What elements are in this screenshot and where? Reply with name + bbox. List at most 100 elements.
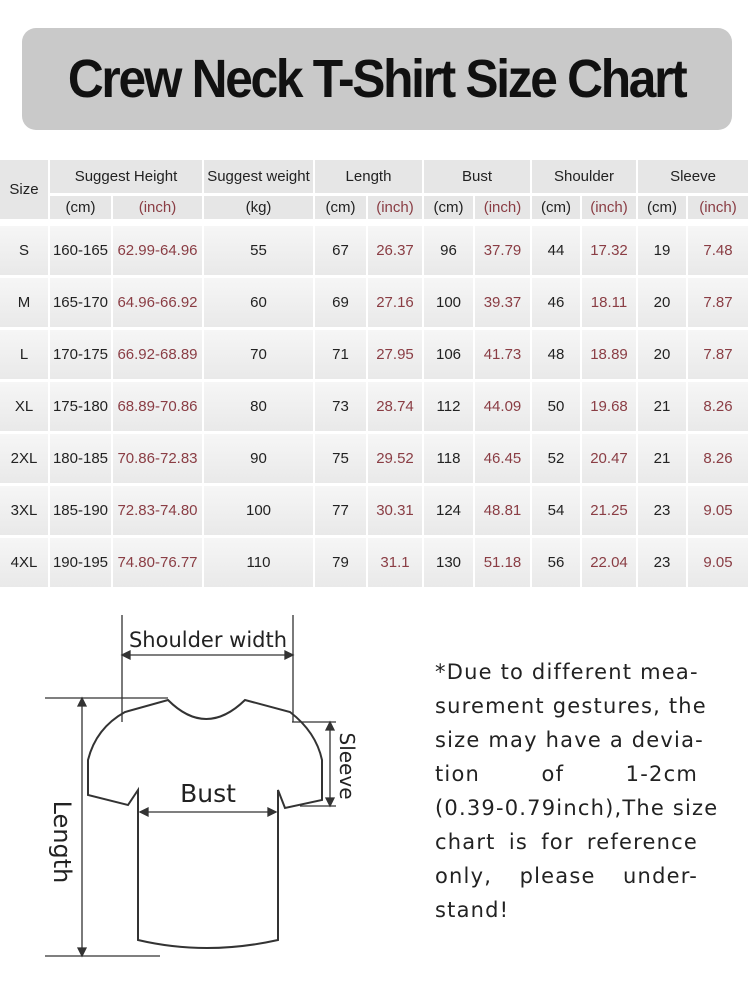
note-line: size may have a devia-	[435, 728, 704, 752]
value-cell: 72.83-74.80	[113, 486, 204, 538]
value-cell: 96	[424, 226, 475, 278]
unit-header: (inch)	[113, 196, 204, 222]
value-cell: 62.99-64.96	[113, 226, 204, 278]
note-line: surement gestures, the	[435, 694, 707, 718]
size-cell: L	[0, 330, 50, 382]
value-cell: 118	[424, 434, 475, 486]
value-cell: 75	[315, 434, 368, 486]
value-cell: 41.73	[475, 330, 532, 382]
value-cell: 110	[204, 538, 315, 590]
value-cell: 52	[532, 434, 582, 486]
value-cell: 185-190	[50, 486, 113, 538]
value-cell: 74.80-76.77	[113, 538, 204, 590]
value-cell: 20	[638, 330, 688, 382]
value-cell: 51.18	[475, 538, 532, 590]
value-cell: 22.04	[582, 538, 638, 590]
group-header: Size	[0, 160, 50, 222]
sleeve-label: Sleeve	[335, 732, 359, 799]
group-header: Bust	[424, 160, 532, 196]
size-cell: 2XL	[0, 434, 50, 486]
value-cell: 23	[638, 486, 688, 538]
size-cell: 4XL	[0, 538, 50, 590]
value-cell: 37.79	[475, 226, 532, 278]
value-cell: 55	[204, 226, 315, 278]
unit-header: (inch)	[582, 196, 638, 222]
note-line: (0.39-0.79inch),The size	[435, 796, 719, 820]
unit-header: (cm)	[315, 196, 368, 222]
unit-header: (inch)	[368, 196, 424, 222]
value-cell: 112	[424, 382, 475, 434]
value-cell: 46	[532, 278, 582, 330]
group-header: Suggest Height	[50, 160, 204, 196]
unit-header: (kg)	[204, 196, 315, 222]
value-cell: 100	[204, 486, 315, 538]
note-line: only, please under-	[435, 864, 698, 888]
value-cell: 46.45	[475, 434, 532, 486]
value-cell: 70.86-72.83	[113, 434, 204, 486]
value-cell: 80	[204, 382, 315, 434]
value-cell: 71	[315, 330, 368, 382]
value-cell: 160-165	[50, 226, 113, 278]
value-cell: 8.26	[688, 434, 750, 486]
unit-header: (cm)	[532, 196, 582, 222]
value-cell: 19	[638, 226, 688, 278]
group-header: Length	[315, 160, 424, 196]
note-line: stand!	[435, 898, 510, 922]
value-cell: 21	[638, 434, 688, 486]
group-header: Shoulder	[532, 160, 638, 196]
measure-lines	[45, 615, 336, 958]
shirt-outline	[87, 698, 323, 949]
title: Crew Neck T-Shirt Size Chart	[68, 49, 688, 109]
value-cell: 44.09	[475, 382, 532, 434]
value-cell: 77	[315, 486, 368, 538]
value-cell: 18.89	[582, 330, 638, 382]
value-cell: 64.96-66.92	[113, 278, 204, 330]
value-cell: 7.48	[688, 226, 750, 278]
value-cell: 27.16	[368, 278, 424, 330]
value-cell: 56	[532, 538, 582, 590]
unit-header: (cm)	[50, 196, 113, 222]
value-cell: 70	[204, 330, 315, 382]
size-cell: S	[0, 226, 50, 278]
value-cell: 19.68	[582, 382, 638, 434]
group-header: Suggest weight	[204, 160, 315, 196]
value-cell: 27.95	[368, 330, 424, 382]
value-cell: 26.37	[368, 226, 424, 278]
value-cell: 48	[532, 330, 582, 382]
title-banner: Crew Neck T-Shirt Size Chart	[22, 28, 732, 130]
value-cell: 90	[204, 434, 315, 486]
value-cell: 170-175	[50, 330, 113, 382]
value-cell: 23	[638, 538, 688, 590]
bust-label: Bust	[180, 779, 236, 808]
value-cell: 29.52	[368, 434, 424, 486]
value-cell: 21	[638, 382, 688, 434]
note-line: *Due to different mea-	[435, 660, 699, 684]
value-cell: 79	[315, 538, 368, 590]
value-cell: 124	[424, 486, 475, 538]
group-header: Sleeve	[638, 160, 750, 196]
value-cell: 9.05	[688, 538, 750, 590]
value-cell: 30.31	[368, 486, 424, 538]
value-cell: 73	[315, 382, 368, 434]
value-cell: 8.26	[688, 382, 750, 434]
value-cell: 39.37	[475, 278, 532, 330]
value-cell: 180-185	[50, 434, 113, 486]
value-cell: 20.47	[582, 434, 638, 486]
value-cell: 69	[315, 278, 368, 330]
value-cell: 68.89-70.86	[113, 382, 204, 434]
value-cell: 67	[315, 226, 368, 278]
note-line: chart is for reference	[435, 830, 698, 854]
value-cell: 44	[532, 226, 582, 278]
unit-header: (cm)	[638, 196, 688, 222]
value-cell: 175-180	[50, 382, 113, 434]
value-cell: 130	[424, 538, 475, 590]
value-cell: 20	[638, 278, 688, 330]
size-cell: XL	[0, 382, 50, 434]
value-cell: 48.81	[475, 486, 532, 538]
unit-header: (cm)	[424, 196, 475, 222]
unit-header: (inch)	[688, 196, 750, 222]
size-cell: 3XL	[0, 486, 50, 538]
value-cell: 190-195	[50, 538, 113, 590]
value-cell: 106	[424, 330, 475, 382]
